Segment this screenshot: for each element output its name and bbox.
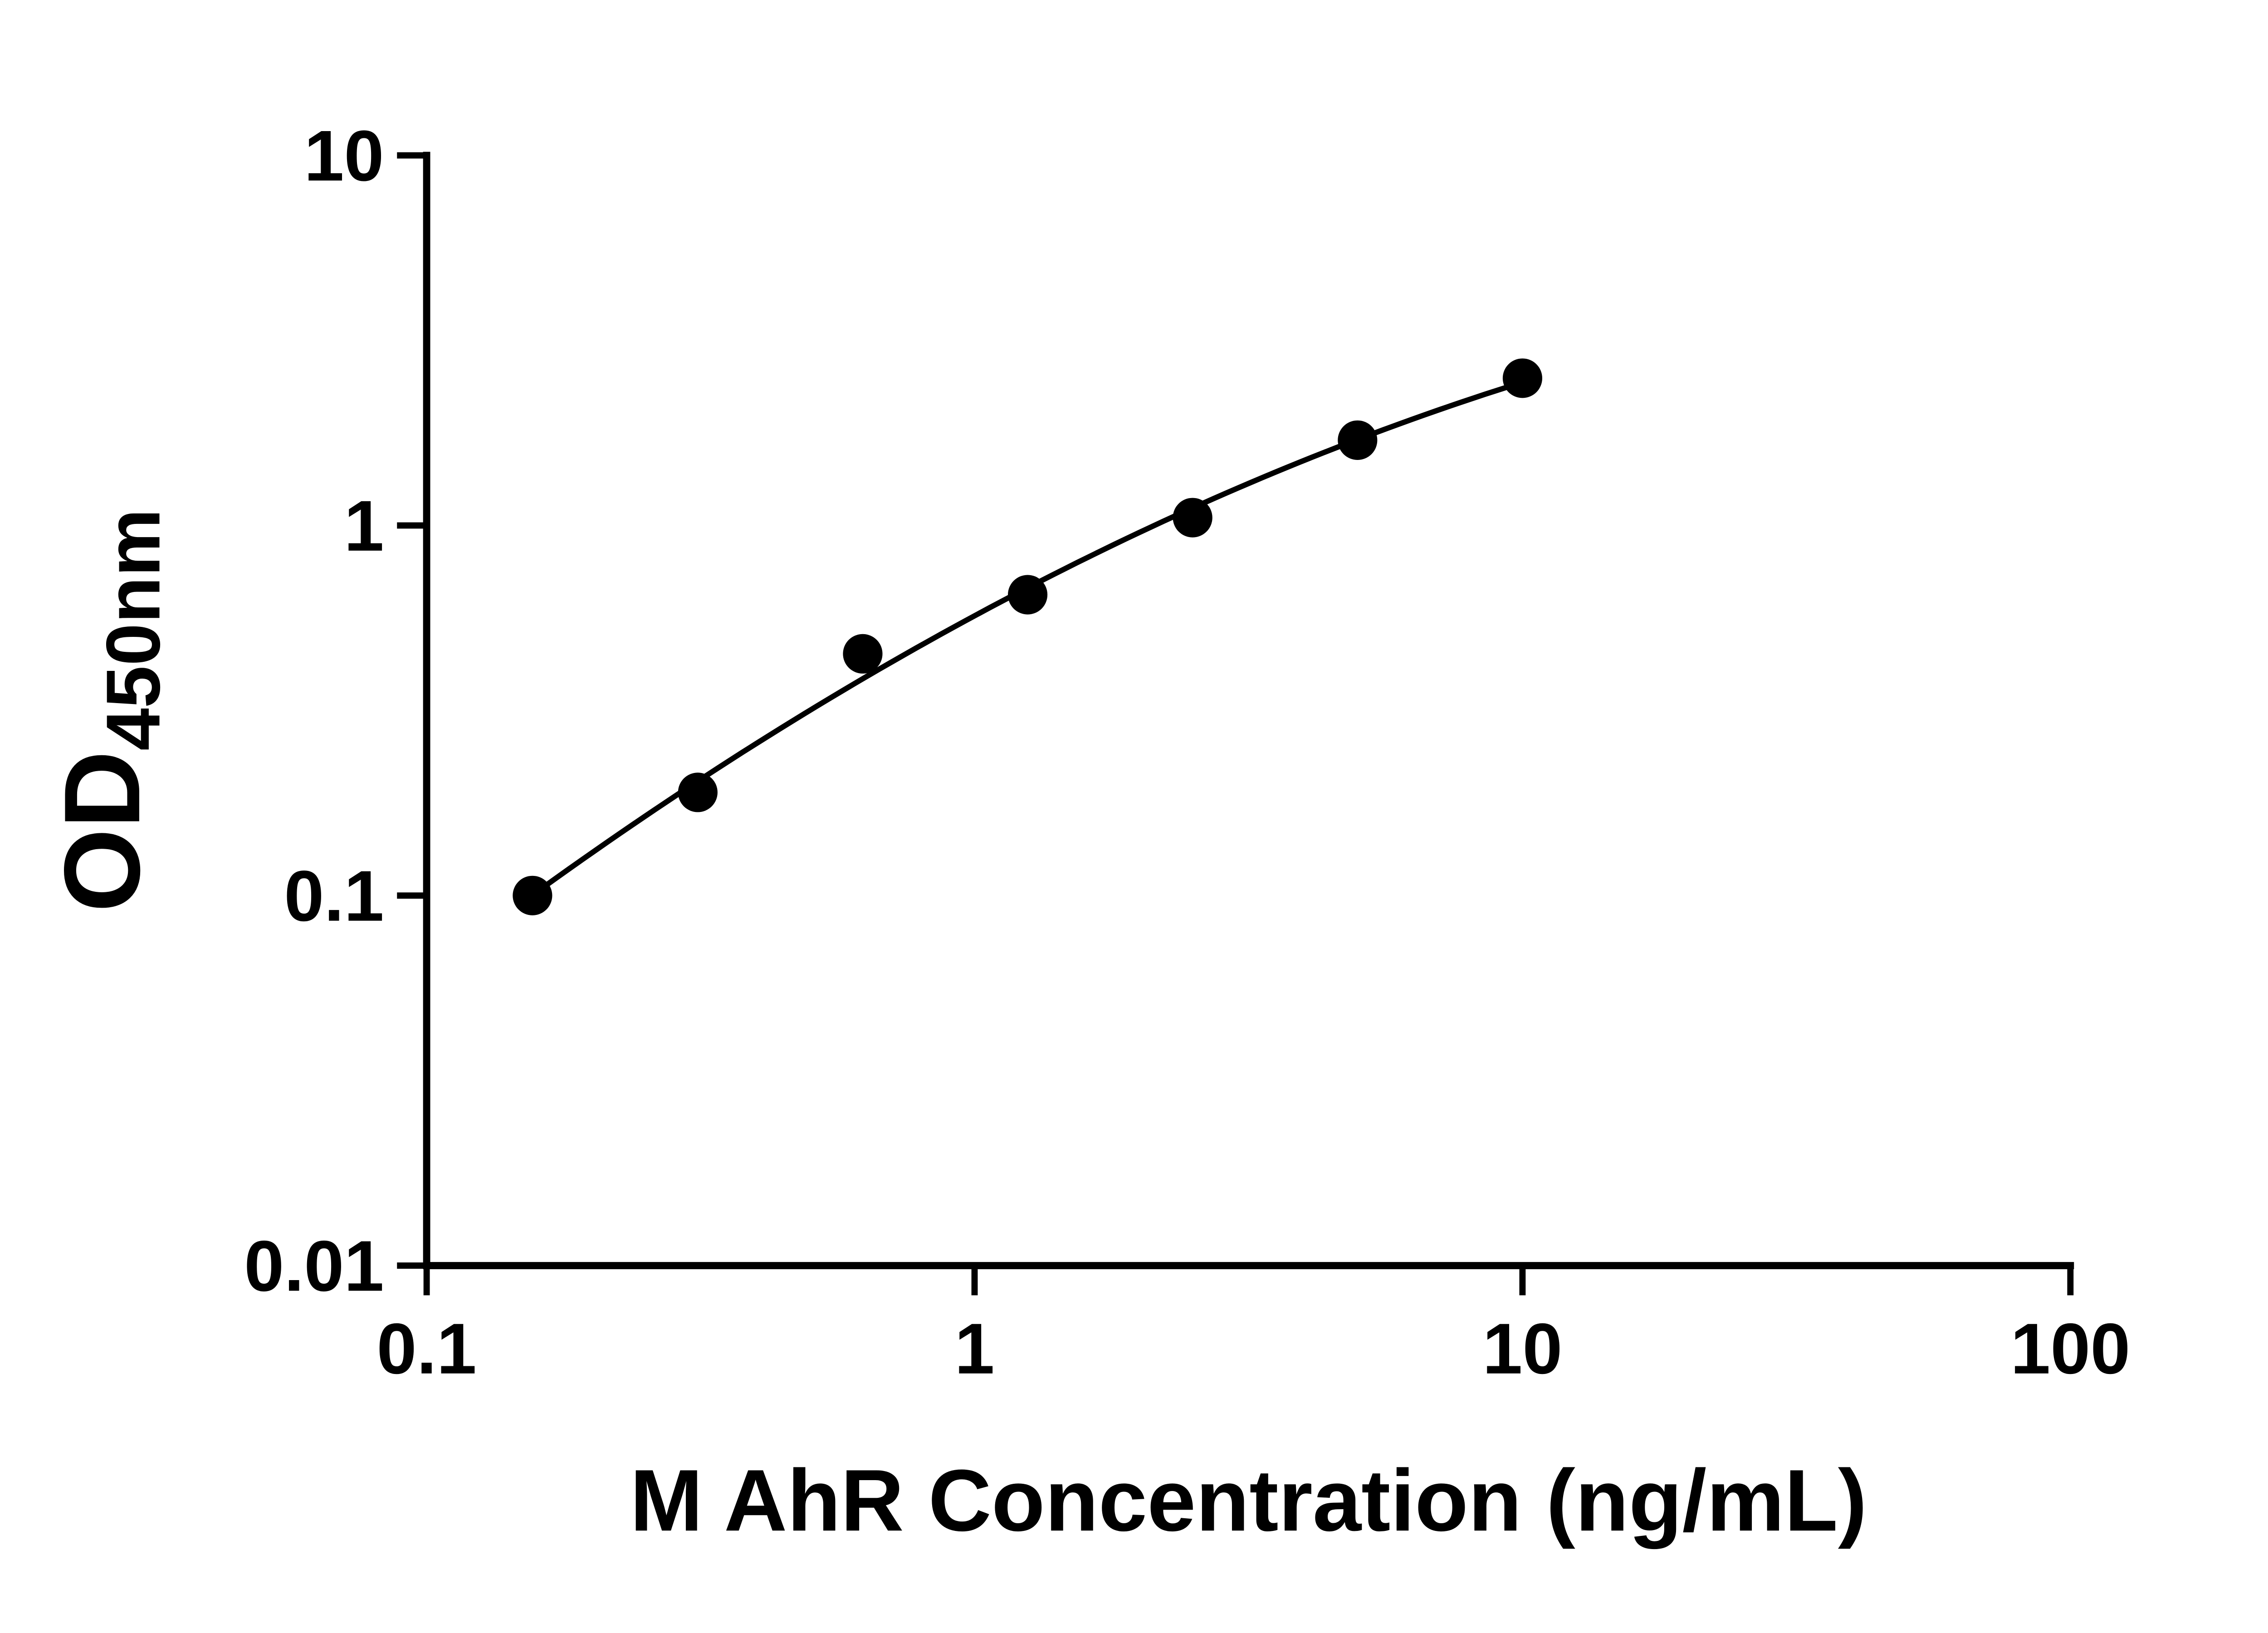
data-point — [1338, 420, 1378, 460]
y-axis-title-subscript: 450nm — [90, 509, 176, 751]
x-axis-title: M AhR Concentration (ng/mL) — [630, 1451, 1867, 1549]
trend-line — [531, 380, 1524, 898]
y-tick-label: 0.1 — [284, 856, 384, 936]
data-point — [513, 875, 552, 915]
axes — [423, 152, 2074, 1270]
y-tick-label: 1 — [344, 486, 384, 566]
x-tick-label: 0.1 — [376, 1309, 476, 1389]
y-tick-label: 0.01 — [244, 1226, 384, 1306]
y-axis-title: OD450nm — [42, 509, 176, 913]
data-point — [1502, 358, 1542, 398]
data-point — [678, 772, 718, 812]
x-tick-label: 10 — [1482, 1309, 1562, 1389]
y-axis-title-main: OD — [42, 751, 162, 912]
x-tick-label: 1 — [954, 1309, 994, 1389]
data-point — [1008, 575, 1048, 615]
y-tick-label: 10 — [304, 116, 384, 196]
data-point — [843, 634, 883, 674]
x-tick-label: 100 — [2010, 1309, 2130, 1389]
data-point — [1173, 498, 1212, 538]
